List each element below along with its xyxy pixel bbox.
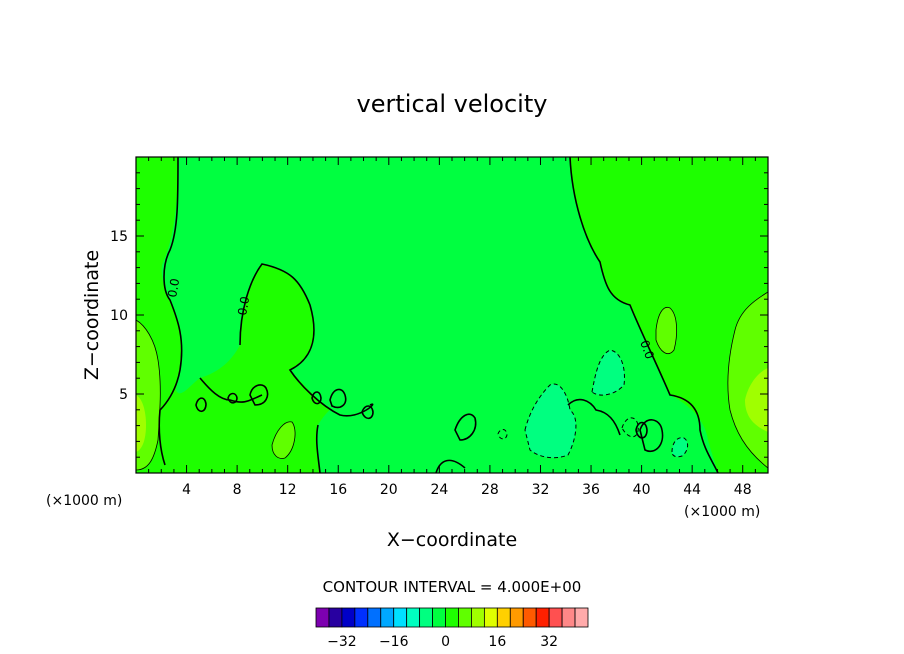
region-moderate-updraft-right: [745, 368, 768, 432]
colorbar-swatch: [341, 607, 356, 628]
chart-title: vertical velocity: [357, 90, 548, 118]
colorbar-tick-label: −32: [327, 634, 357, 650]
colorbar-swatch: [354, 607, 369, 628]
colorbar-swatch: [574, 607, 589, 628]
x-unit-label-left: (×1000 m): [46, 493, 122, 509]
x-tick-label: 40: [633, 482, 651, 498]
colorbar-swatch: [561, 607, 576, 628]
contour-lines-thin: [136, 291, 768, 471]
x-tick-label: 36: [582, 482, 600, 498]
colorbar: [315, 607, 589, 628]
y-tick-label: 10: [110, 308, 128, 324]
x-axis-label: X−coordinate: [387, 529, 517, 551]
contour-interval-text: CONTOUR INTERVAL = 4.000E+00: [323, 578, 582, 596]
contour-lines-dashed: [497, 349, 689, 459]
colorbar-swatch: [419, 607, 433, 628]
colorbar-swatch: [380, 607, 395, 628]
x-tick-label: 24: [430, 482, 448, 498]
colorbar-swatch: [406, 607, 421, 628]
region-updraft-patch-right: [656, 307, 677, 354]
region-near-zero: [161, 157, 719, 473]
x-tick-label: 12: [279, 482, 297, 498]
colorbar-swatch: [393, 607, 408, 628]
region-updraft-patch-mid: [272, 421, 296, 459]
x-unit-label-right: (×1000 m): [684, 504, 760, 520]
colorbar-tick-labels: −32 −16 0 16 32: [327, 634, 558, 650]
contour-label-group: 0.0 0.0 0.0: [165, 277, 657, 361]
y-tick-label: 15: [110, 229, 128, 245]
x-tick-label: 32: [532, 482, 550, 498]
colorbar-swatch: [548, 607, 563, 628]
contour-lines: [158, 157, 719, 473]
region-core-updraft-left: [136, 395, 146, 452]
colorbar-swatch: [483, 607, 498, 628]
x-axis-ticks: [148, 157, 756, 473]
colorbar-swatch: [458, 607, 472, 628]
colorbar-swatch: [315, 607, 330, 628]
y-axis-tick-labels: 5 10 15: [110, 229, 128, 403]
colorbar-swatch: [367, 607, 382, 628]
colorbar-swatch: [432, 607, 446, 628]
region-weak-downdraft: [525, 384, 576, 458]
y-axis-ticks: [136, 172, 768, 458]
contour-label: 0.0: [235, 295, 252, 316]
x-tick-label: 16: [329, 482, 347, 498]
colorbar-swatch: [445, 607, 459, 628]
x-tick-label: 20: [380, 482, 398, 498]
x-tick-label: 44: [683, 482, 701, 498]
x-tick-label: 28: [481, 482, 499, 498]
colorbar-tick-label: 32: [540, 634, 558, 650]
colorbar-swatch: [328, 607, 343, 628]
colorbar-tick-label: 0: [441, 634, 450, 650]
colorbar-tick-label: −16: [379, 634, 409, 650]
region-weak-downdraft-2: [592, 350, 625, 396]
colorbar-swatch: [522, 607, 537, 628]
x-tick-label: 4: [182, 482, 191, 498]
colorbar-swatch: [496, 607, 511, 628]
y-axis-label: Z−coordinate: [81, 250, 103, 380]
colorbar-swatch: [535, 607, 550, 628]
region-weak-downdraft-3: [672, 437, 688, 457]
x-tick-label: 48: [734, 482, 752, 498]
colorbar-tick-label: 16: [488, 634, 506, 650]
y-tick-label: 5: [119, 387, 128, 403]
plot-area: 0.0 0.0 0.0: [136, 157, 768, 473]
colorbar-swatch: [471, 607, 485, 628]
contour-label: 0.0: [165, 277, 182, 298]
x-axis-tick-labels: 4 8 12 16 20 24 28 32 36 40 44 48: [182, 482, 752, 498]
x-tick-label: 8: [233, 482, 242, 498]
contour-label: 0.0: [637, 338, 657, 361]
colorbar-swatch: [509, 607, 524, 628]
